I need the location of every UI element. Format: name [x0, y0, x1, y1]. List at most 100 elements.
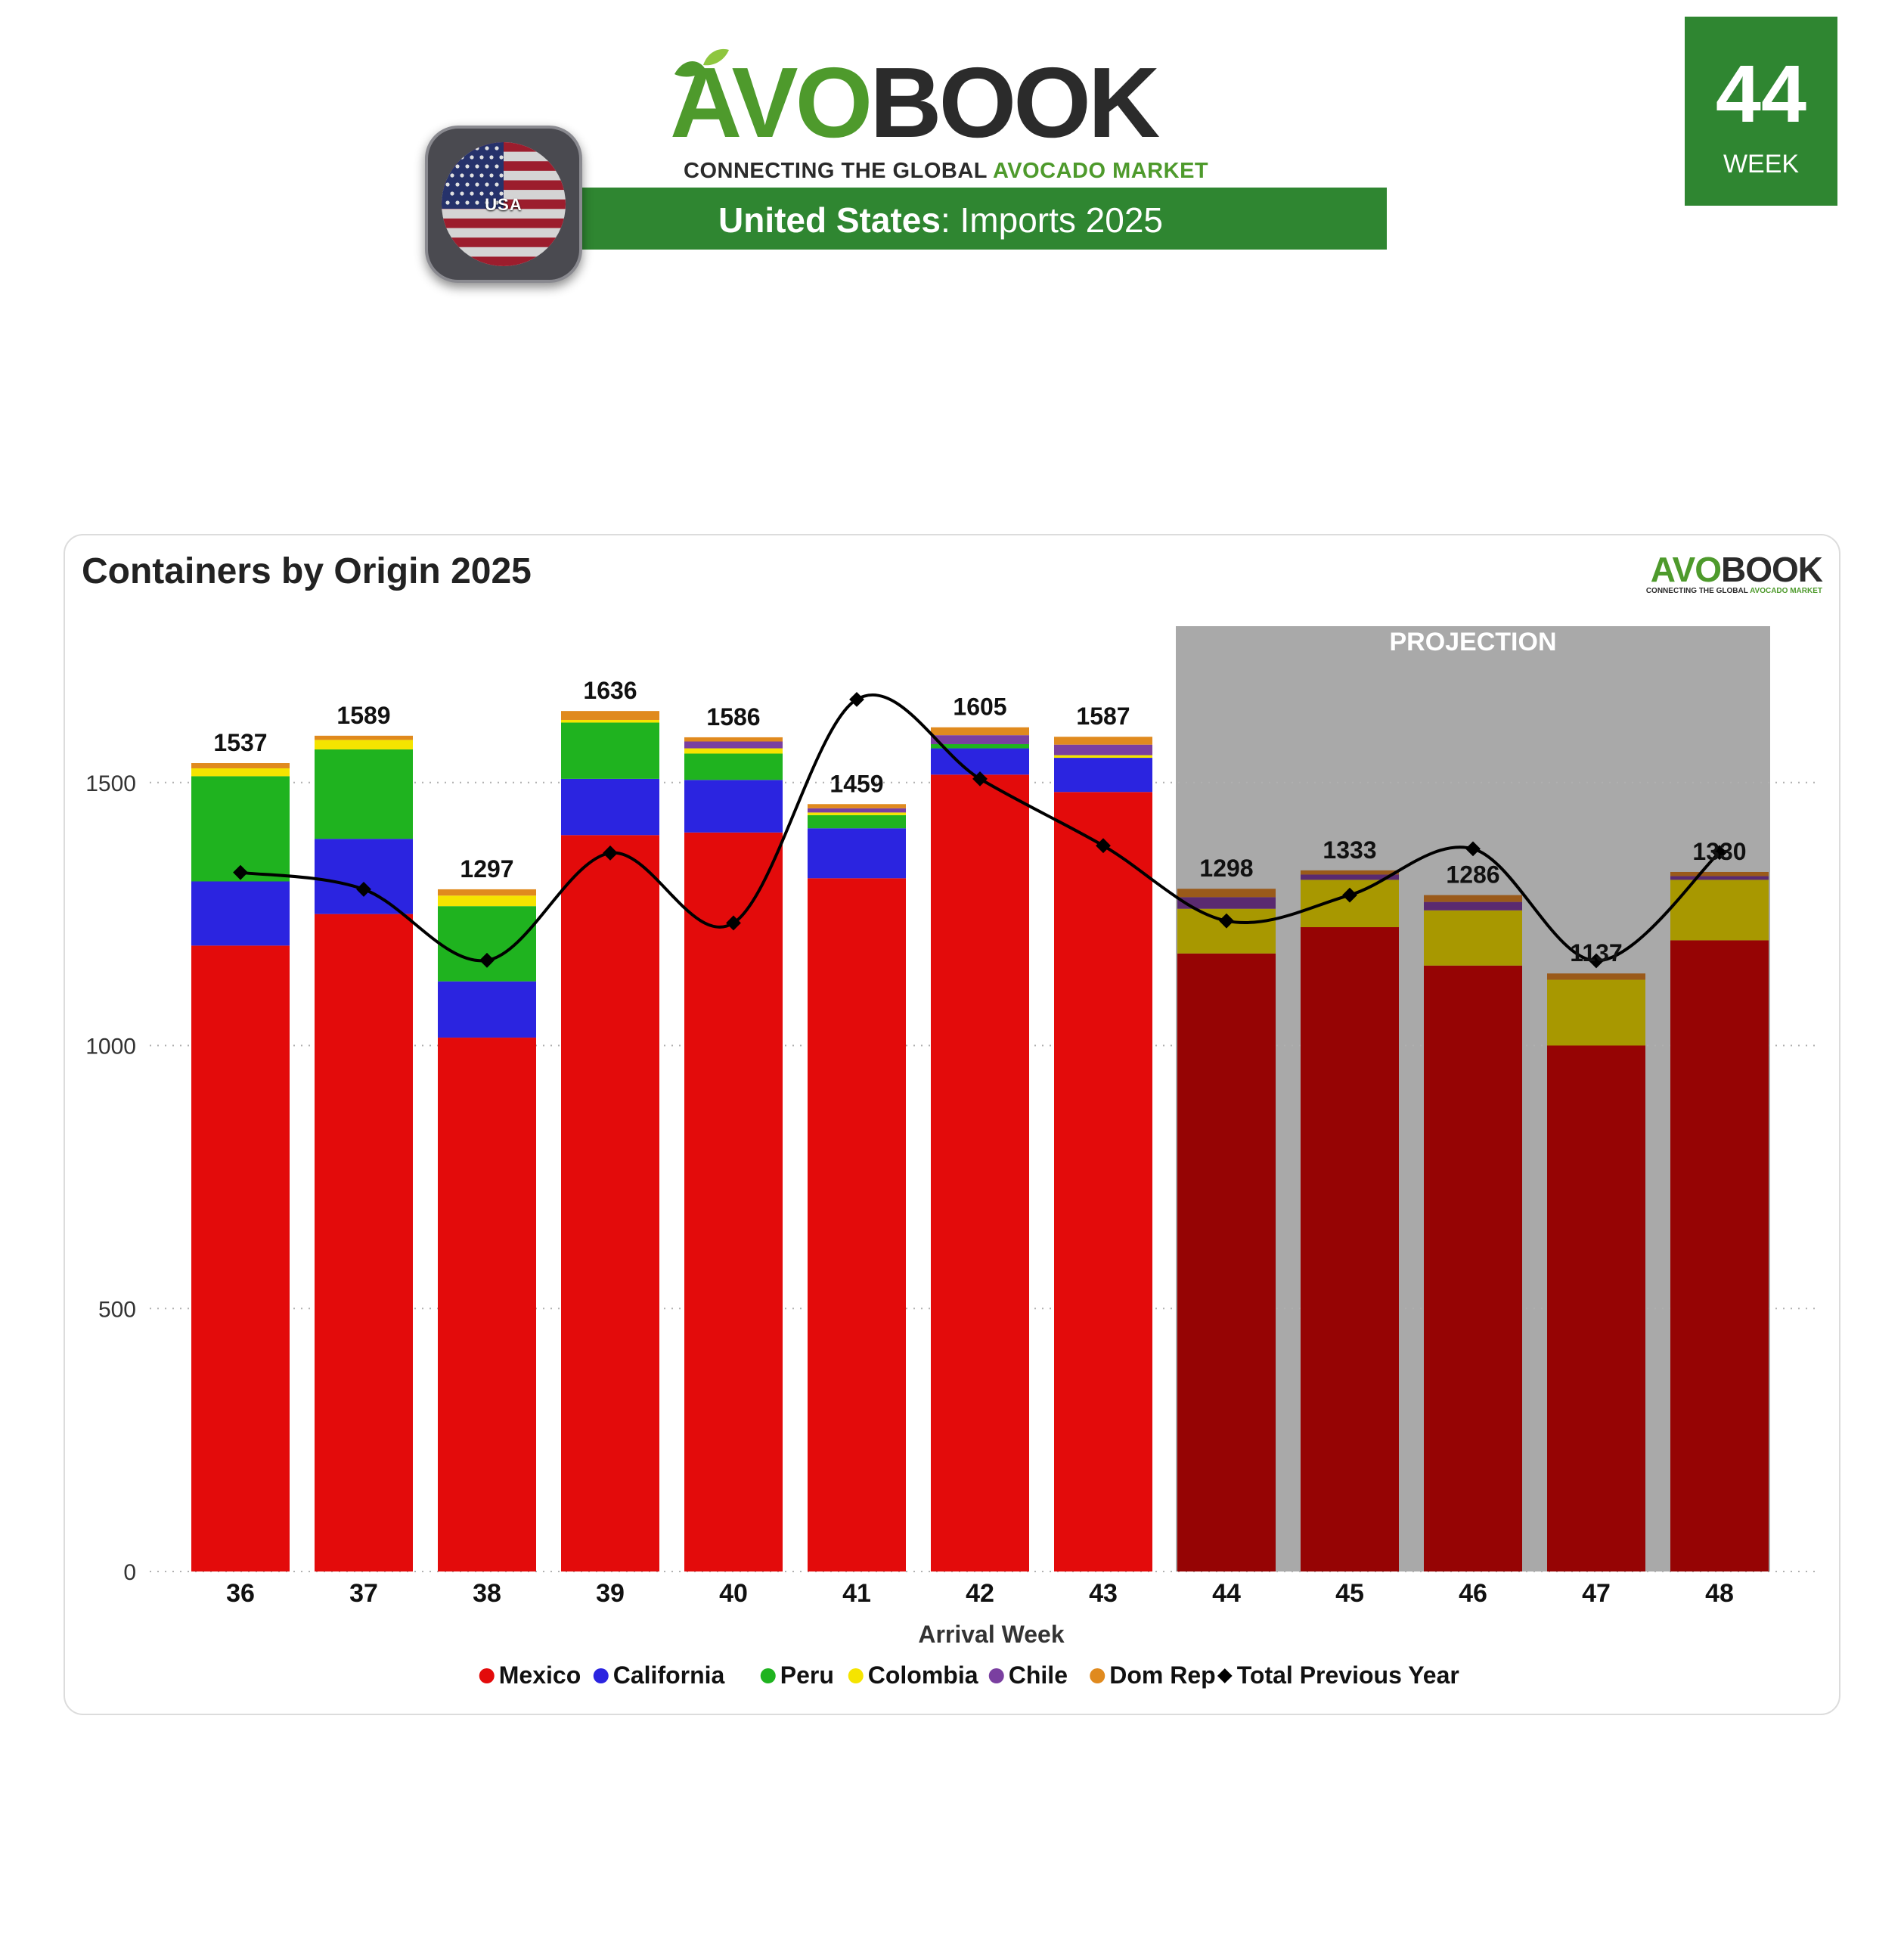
bar-segment-dom-rep [1301, 870, 1399, 875]
bar-segment-mexico [1547, 1045, 1645, 1571]
bar-segment-colombia [1670, 880, 1769, 941]
week-number: 44 [1715, 48, 1807, 139]
title-rest: : Imports 2025 [940, 200, 1163, 240]
x-tick-label: 36 [226, 1579, 255, 1608]
tagline-prefix: CONNECTING THE GLOBAL [684, 159, 993, 183]
bar-segment-mexico [315, 914, 413, 1571]
bar-segment-dom-rep [1054, 737, 1152, 745]
legend-label-mexico: Mexico [499, 1661, 581, 1689]
bar-segment-peru [808, 814, 906, 829]
x-tick-label: 38 [473, 1579, 501, 1608]
previous-year-marker [1219, 913, 1234, 929]
bar-segment-california [1054, 758, 1152, 793]
x-tick-label: 47 [1582, 1579, 1611, 1608]
legend-swatch-dom-rep [1090, 1668, 1105, 1683]
previous-year-marker [1096, 838, 1111, 854]
previous-year-marker [1712, 845, 1727, 861]
bar-segment-peru [191, 776, 290, 882]
legend-label-colombia: Colombia [868, 1661, 978, 1689]
previous-year-marker [849, 691, 864, 707]
total-label: 1298 [1199, 855, 1253, 882]
total-label: 1605 [953, 693, 1006, 721]
mini-wordmark: AVOBOOK [1650, 550, 1823, 589]
title-country: United States [718, 200, 941, 240]
projection-label: PROJECTION [1389, 628, 1556, 656]
total-label: 1459 [830, 770, 883, 797]
bar-segment-dom-rep [1177, 889, 1276, 898]
avobook-logo: AVOBOOK CONNECTING THE GLOBAL AVOCADO MA… [670, 48, 1245, 189]
week-label: WEEK [1723, 150, 1800, 178]
mini-tagline: CONNECTING THE GLOBAL AVOCADO MARKET [1646, 587, 1822, 595]
bar-segment-colombia [561, 719, 659, 723]
bar-segment-dom-rep [438, 889, 536, 896]
bar-segment-colombia [1547, 979, 1645, 1046]
bar-segment-colombia [684, 748, 783, 754]
legend-swatch-chile [988, 1668, 1004, 1683]
bar-segment-california [315, 839, 413, 914]
total-label: 1589 [336, 702, 390, 729]
previous-year-marker [1465, 841, 1481, 857]
total-label: 1587 [1076, 703, 1130, 730]
bar-segment-peru [931, 743, 1029, 749]
x-tick-label: 42 [966, 1579, 994, 1608]
bar-segment-dom-rep [315, 735, 413, 740]
x-tick-label: 41 [842, 1579, 871, 1608]
bar-segment-chile [1054, 744, 1152, 755]
bar-segment-california [561, 778, 659, 836]
x-tick-label: 48 [1705, 1579, 1734, 1608]
bar-segment-california [438, 981, 536, 1038]
x-tick-label: 46 [1459, 1579, 1487, 1608]
bar-segment-mexico [1301, 927, 1399, 1571]
bar-segment-peru [438, 906, 536, 982]
page-title-bar: United States: Imports 2025 [582, 188, 1387, 250]
bar-segment-chile [684, 741, 783, 749]
bar-segment-colombia [808, 812, 906, 815]
total-label: 1636 [583, 677, 637, 704]
bar-segment-chile [808, 808, 906, 813]
previous-year-marker [1589, 953, 1604, 969]
x-tick-label: 44 [1212, 1579, 1241, 1608]
page-title: United States: Imports 2025 [718, 200, 1163, 240]
bar-segment-mexico [1177, 953, 1276, 1571]
bar-segment-colombia [1301, 880, 1399, 928]
mini-tagline-prefix: CONNECTING THE GLOBAL [1645, 587, 1751, 595]
bar-segment-colombia [438, 895, 536, 907]
total-label: 1330 [1692, 838, 1746, 865]
bar-segment-dom-rep [931, 727, 1029, 736]
leaf-icon [674, 48, 729, 77]
brand-book: BOOK [870, 47, 1160, 158]
legend-swatch-mexico [479, 1668, 495, 1683]
bar-segment-peru [684, 753, 783, 780]
previous-year-marker [726, 915, 741, 931]
x-tick-label: 40 [719, 1579, 748, 1608]
bar-segment-chile [1301, 874, 1399, 880]
bar-segment-california [684, 780, 783, 833]
chart-card: Containers by Origin 2025 AVOBOOK CONNEC… [64, 534, 1840, 1715]
bar-segment-mexico [684, 832, 783, 1571]
legend-swatch-total-previous-year [1217, 1668, 1233, 1683]
bar-segment-dom-rep [808, 804, 906, 808]
mini-avo: AVO [1650, 550, 1722, 589]
previous-year-marker [972, 771, 988, 786]
bar-segment-chile [1670, 876, 1769, 880]
legend-swatch-colombia [848, 1668, 864, 1683]
bar-segment-colombia [191, 768, 290, 777]
bar-segment-peru [561, 722, 659, 779]
brand-wordmark: AVOBOOK [670, 53, 1160, 153]
bar-segment-dom-rep [191, 763, 290, 768]
usa-flag-icon [442, 142, 566, 266]
bar-segment-dom-rep [1670, 871, 1769, 876]
bar-segment-mexico [191, 945, 290, 1571]
stacked-bar-chart: PROJECTION 0 500 1000 1500 36 37 38 39 40 41 42 43 44… [85, 626, 1819, 1689]
bar-segment-mexico [1424, 965, 1522, 1571]
legend: Mexico California Peru Colombia Chile Dom Rep… [479, 1661, 1459, 1689]
bar-segment-chile [1177, 897, 1276, 909]
legend-swatch-peru [760, 1668, 776, 1683]
legend-label-peru: Peru [780, 1661, 834, 1689]
brand-avo: AVO [670, 47, 873, 158]
bar-segment-colombia [1424, 910, 1522, 966]
mini-book: BOOK [1721, 550, 1823, 589]
tagline-green: AVOCADO MARKET [992, 159, 1209, 183]
x-axis-title: Arrival Week [918, 1621, 1065, 1648]
y-tick-label: 0 [123, 1560, 136, 1585]
